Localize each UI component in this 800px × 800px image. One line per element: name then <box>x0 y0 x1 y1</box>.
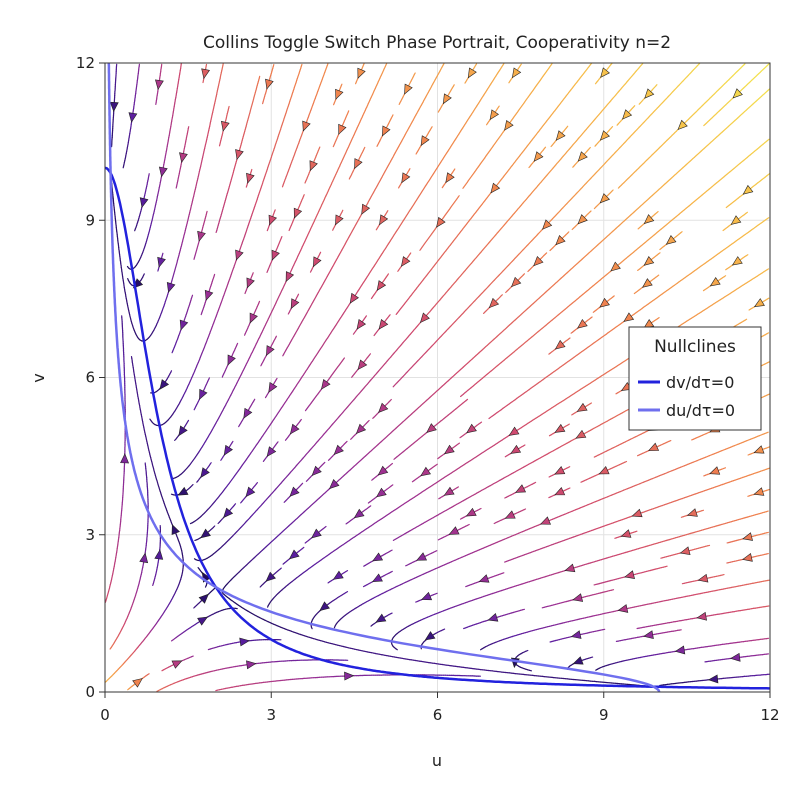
streamline-segment <box>593 455 597 458</box>
streamline-arrow <box>171 524 180 536</box>
chart-title: Collins Toggle Switch Phase Portrait, Co… <box>203 33 671 53</box>
streamlines <box>105 63 770 692</box>
streamline-segment <box>493 521 497 525</box>
streamline-segment <box>288 228 291 232</box>
streamline-segment <box>260 363 263 367</box>
streamline-arrow <box>329 479 340 490</box>
streamline-segment <box>395 647 398 651</box>
streamline-segment <box>267 604 269 608</box>
streamline-arrow <box>610 261 621 272</box>
streamline-segment <box>189 522 193 525</box>
streamline-segment <box>405 564 409 567</box>
streamline-arrow <box>508 426 520 436</box>
streamline-arrow <box>166 281 176 293</box>
streamline-segment <box>172 477 176 480</box>
streamline-arrow <box>564 563 576 573</box>
streamline-segment <box>333 625 336 629</box>
streamline-segment <box>460 394 463 398</box>
